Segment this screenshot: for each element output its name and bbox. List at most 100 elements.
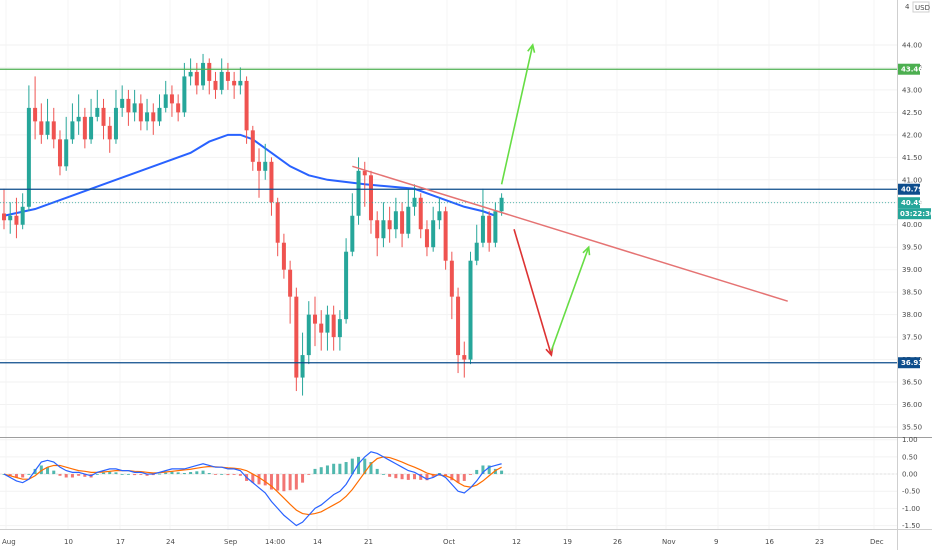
macd-histogram-bar: [269, 474, 273, 490]
macd-histogram-bar: [500, 470, 504, 475]
candle: [381, 202, 386, 248]
macd-histogram-bar: [70, 474, 74, 478]
y-tick-label: 38.00: [902, 311, 922, 319]
macd-histogram-bar: [263, 474, 267, 486]
macd-histogram-bar: [332, 463, 336, 475]
arrows[interactable]: [500, 43, 591, 357]
macd-histogram-bar: [189, 471, 193, 475]
macd-histogram-bar: [363, 458, 367, 475]
ma-line: [3, 133, 496, 217]
x-tick-label: 10: [64, 538, 73, 546]
candle: [319, 310, 324, 351]
candle: [263, 143, 268, 180]
svg-text:40.79: 40.79: [901, 186, 923, 194]
candle: [244, 76, 249, 144]
up-arrow-rebound[interactable]: [550, 245, 591, 351]
macd-histogram-bar: [139, 474, 143, 475]
candle: [250, 125, 255, 171]
macd-histogram-bar: [83, 474, 87, 477]
candle: [331, 305, 336, 351]
macd-histogram-bar: [338, 463, 342, 475]
y-tick-label: 42.50: [902, 109, 922, 117]
candle: [51, 107, 56, 149]
macd-y-tick-label: 1.00: [902, 436, 918, 444]
candle: [238, 67, 243, 95]
y-tick-label: 44.00: [902, 41, 922, 49]
candle: [480, 188, 485, 248]
macd-histogram-bar: [145, 474, 149, 476]
candle: [387, 206, 392, 243]
candle: [406, 188, 411, 239]
candle: [138, 94, 143, 131]
price-tag-resistance: 40.79: [898, 183, 923, 195]
macd-histogram-bar: [469, 474, 472, 475]
macd-histogram-bar: [170, 471, 174, 475]
candle: [281, 233, 286, 279]
y-tick-label: 37.50: [902, 334, 922, 342]
macd-y-tick-label: -1.00: [902, 505, 920, 513]
macd-histogram-bar: [95, 474, 99, 475]
candle: [362, 161, 367, 207]
candles: [2, 53, 504, 396]
macd-histogram-bar: [182, 473, 186, 475]
macd-histogram-bar: [456, 474, 460, 483]
candle: [462, 341, 467, 378]
macd-histogram-bar: [195, 471, 199, 475]
x-tick-label: 19: [563, 538, 572, 546]
candle: [207, 58, 212, 95]
macd-histogram-bar: [213, 474, 217, 475]
candle: [300, 332, 305, 396]
candle: [82, 107, 87, 149]
candle: [275, 197, 280, 257]
candle: [26, 85, 31, 212]
candle: [400, 202, 405, 248]
horizontal-levels[interactable]: [0, 68, 897, 364]
candle: [493, 202, 498, 248]
candle: [225, 62, 230, 90]
x-tick-label: Oct: [443, 538, 455, 546]
candle: [182, 62, 187, 117]
macd-histogram-bar: [294, 474, 298, 490]
candle: [294, 287, 299, 392]
y-tick-label: 42.00: [902, 131, 922, 139]
up-arrow-breakout[interactable]: [500, 43, 536, 185]
candle: [76, 94, 81, 135]
macd-histogram-bar: [238, 474, 242, 476]
macd-histogram-bar: [493, 468, 497, 475]
candle: [424, 220, 429, 257]
candle: [368, 170, 373, 234]
macd-y-tick-label: 0.50: [902, 453, 918, 461]
macd-histogram-bar: [77, 474, 81, 476]
x-tick-label: 12: [512, 538, 521, 546]
trendline-line[interactable]: [352, 165, 788, 302]
candle: [157, 94, 162, 126]
candle: [288, 260, 293, 324]
macd-histogram-bar: [301, 474, 305, 483]
candle: [350, 193, 355, 257]
macd-histogram-bar: [350, 458, 354, 475]
candle: [213, 71, 218, 99]
macd-histogram-bar: [307, 474, 311, 475]
countdown-tag: 03:22:30: [898, 208, 932, 220]
svg-text:43.46: 43.46: [901, 66, 923, 74]
macd-histogram-bar: [313, 468, 317, 475]
macd-histogram-bar: [369, 462, 373, 475]
x-tick-label: 9: [714, 538, 718, 546]
candle: [33, 76, 38, 140]
x-tick-label: 14:00: [265, 538, 285, 546]
x-tick-label: Nov: [662, 538, 676, 546]
macd-histogram-bar: [102, 472, 106, 475]
candle: [468, 251, 473, 365]
candle: [474, 224, 479, 266]
price-tags: 43.46 40.79 36.93 40.49 03:22:30: [898, 63, 932, 369]
candle: [176, 94, 181, 122]
moving-average: [3, 133, 496, 217]
trendline[interactable]: [352, 165, 788, 302]
macd-histogram-bar: [220, 474, 224, 475]
macd-histogram-bar: [58, 474, 62, 476]
candle: [306, 301, 311, 365]
macd-signal-line: [3, 456, 502, 516]
y-tick-label: 36.50: [902, 379, 922, 387]
macd-histogram-bar: [406, 474, 410, 480]
